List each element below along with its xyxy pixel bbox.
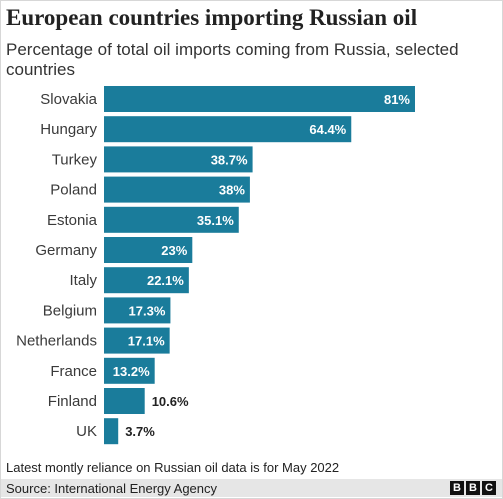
bar [104,86,415,112]
value-label: 38.7% [211,152,248,167]
bar [104,388,145,414]
value-label: 3.7% [125,424,155,439]
category-label: Belgium [43,302,97,319]
bar [104,297,171,324]
source-credit: Source: International Energy Agency [6,481,218,496]
bar [104,357,155,384]
category-label: Italy [69,272,97,289]
category-label: Poland [50,182,97,199]
bar [104,116,352,143]
bbc-logo: B B C [450,481,496,495]
category-label: Hungary [40,121,97,138]
value-label: 13.2% [113,364,150,379]
value-label: 23% [161,243,187,258]
value-label: 10.6% [152,394,189,409]
value-label: 35.1% [197,213,234,228]
logo-letter: B [466,481,480,495]
bar-chart: Slovakia 81% Hungary 64.4% Turkey 38.7% Poland… [16,86,415,445]
category-label: Finland [48,393,97,410]
value-label: 81% [384,92,410,107]
category-label: Turkey [52,151,98,168]
category-label: UK [76,423,97,440]
category-label: Germany [35,242,97,259]
value-label: 38% [219,183,245,198]
category-label: France [50,363,97,380]
value-label: 17.1% [128,334,165,349]
value-label: 64.4% [309,122,346,137]
category-label: Slovakia [40,91,97,108]
footer-bar: Source: International Energy Agency B B … [1,479,502,497]
value-label: 22.1% [147,273,184,288]
chart-title: European countries importing Russian oil [6,5,418,30]
bar [104,176,250,203]
value-label: 17.3% [129,303,166,318]
bar [104,237,193,263]
bar [104,146,253,173]
logo-letter: B [450,481,464,495]
footnote: Latest montly reliance on Russian oil da… [6,460,340,475]
category-label: Netherlands [16,333,97,350]
logo-letter: C [482,481,496,495]
bar [104,327,170,354]
bar [104,206,239,233]
chart-subtitle: Percentage of total oil imports coming f… [6,40,459,79]
bar [104,418,119,445]
bar [104,267,189,294]
category-label: Estonia [47,212,98,229]
